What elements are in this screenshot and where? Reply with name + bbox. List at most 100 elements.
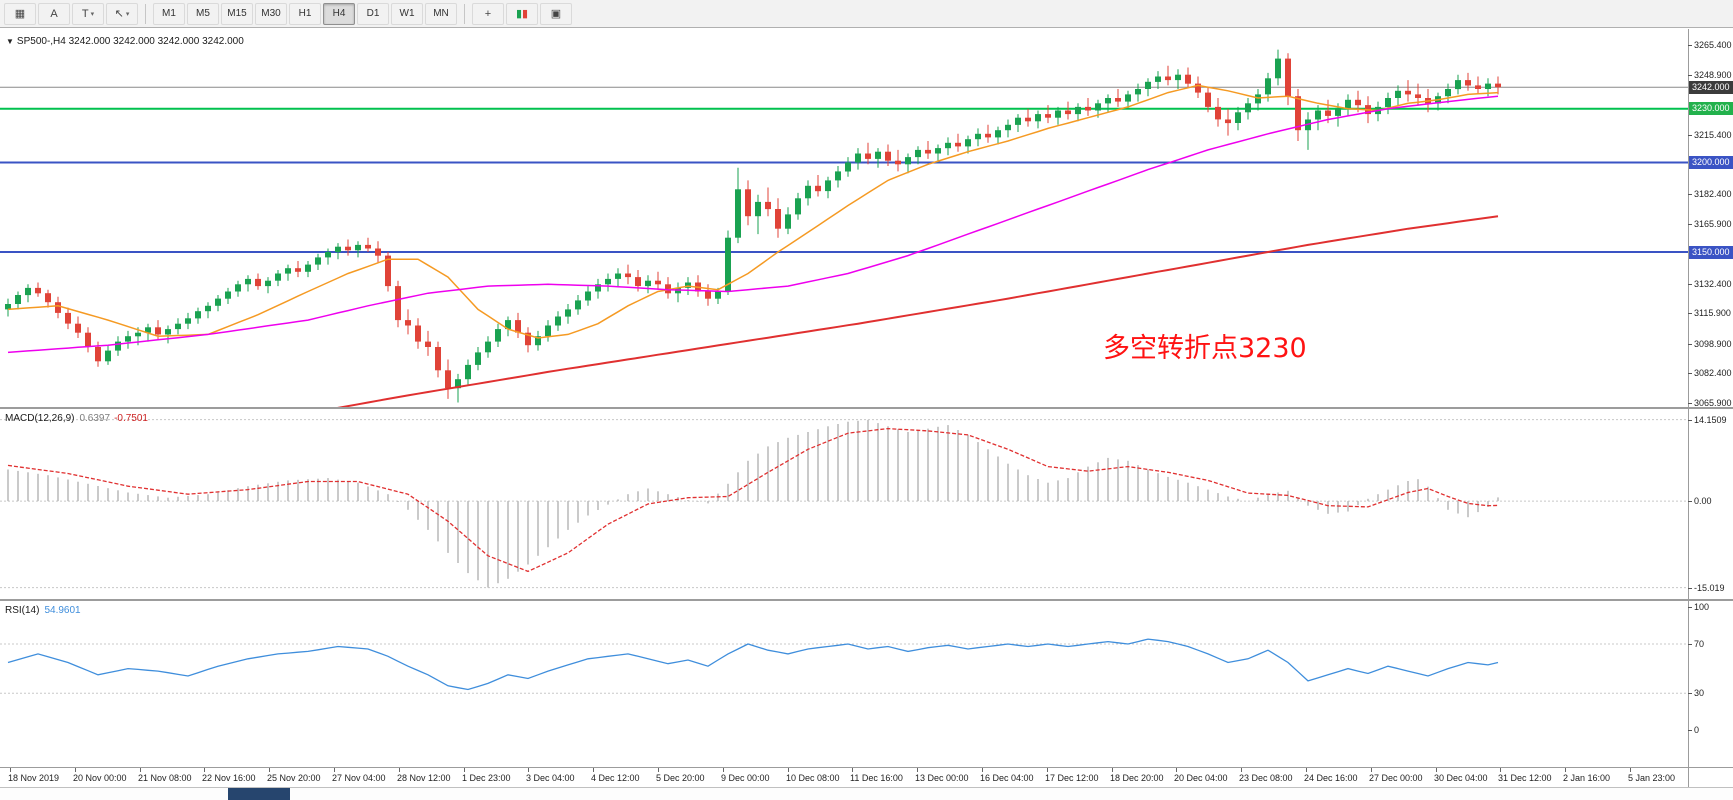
time-axis-label: 24 Dec 16:00 [1304,773,1358,783]
price-badge: 3200.000 [1689,156,1733,169]
time-axis-label: 9 Dec 00:00 [721,773,770,783]
price-badge: 3230.000 [1689,102,1733,115]
panel-splitter[interactable] [0,767,1733,768]
timeframe-m15-button[interactable]: M15 [221,2,253,25]
timeframe-h4-button[interactable]: H4 [323,2,355,25]
time-axis-label: 2 Jan 16:00 [1563,773,1611,783]
time-axis-label: 22 Nov 16:00 [202,773,256,783]
axis-label: 3248.900 [1694,70,1732,80]
time-axis-label: 18 Nov 2019 [8,773,60,783]
time-axis-tick [204,768,205,772]
chart-title: ▼ SP500-,H4 3242.000 3242.000 3242.000 32… [6,36,244,47]
rsi-indicator-panel: RSI(14) 54.9601 [0,601,1733,767]
time-axis-tick [269,768,270,772]
time-axis-tick [593,768,594,772]
time-axis-label: 25 Nov 20:00 [267,773,321,783]
time-axis-tick [1565,768,1566,772]
axis-tick [1688,45,1692,46]
time-axis-tick [334,768,335,772]
panel-splitter[interactable] [0,599,1733,601]
time-axis-tick [1306,768,1307,772]
time-axis-tick [788,768,789,772]
time-axis-tick [1176,768,1177,772]
time-axis-label: 27 Dec 00:00 [1369,773,1423,783]
annotation-text[interactable]: 多空转折点3230 [1103,333,1307,364]
axis-tick [1688,344,1692,345]
tick-candles-icon[interactable]: ▮ ▮ [506,2,538,25]
time-axis-tick [528,768,529,772]
macd-indicator-panel: MACD(12,26,9) 0.6397 -0.7501 [0,409,1733,599]
timeframe-h1-button[interactable]: H1 [289,2,321,25]
axis-label: 14.1509 [1694,415,1727,425]
rsi-name: RSI(14) [5,605,40,616]
axis-label: -15.019 [1694,583,1725,593]
time-axis-label: 3 Dec 04:00 [526,773,575,783]
axis-tick [1688,730,1692,731]
axis-label: 30 [1694,688,1705,698]
timeframe-m5-button[interactable]: M5 [187,2,219,25]
axis-tick [1688,607,1692,608]
time-axis-tick [464,768,465,772]
macd-label: MACD(12,26,9) 0.6397 -0.7501 [5,413,148,424]
time-axis-tick [10,768,11,772]
chart-window-icon[interactable]: ▣ [540,2,572,25]
axis-label: 3082.400 [1694,368,1732,378]
chart-symbol-period: SP500-,H4 [16,36,66,47]
timeframe-w1-button[interactable]: W1 [391,2,423,25]
time-axis-tick [75,768,76,772]
axis-label: 3132.400 [1694,279,1732,289]
axis-label: 3115.900 [1694,308,1731,318]
time-axis-label: 17 Dec 12:00 [1045,773,1099,783]
timeframe-d1-button[interactable]: D1 [357,2,389,25]
time-axis-tick [1112,768,1113,772]
time-axis-tick [1630,768,1631,772]
panel-splitter[interactable] [0,407,1733,409]
symbol-collapse-icon[interactable]: ▼ [6,37,14,46]
timeframe-mn-button[interactable]: MN [425,2,457,25]
toolbar-separator [145,3,146,24]
time-axis-label: 10 Dec 08:00 [786,773,840,783]
dropdown-caret-icon: ▾ [90,10,95,18]
timeframe-m1-button[interactable]: M1 [153,2,185,25]
macd-chart-canvas[interactable] [0,409,1688,599]
time-axis-label: 20 Nov 00:00 [73,773,127,783]
time-axis-tick [723,768,724,772]
axis-label: 0.00 [1694,496,1712,506]
axis-tick [1688,644,1692,645]
time-axis-label: 30 Dec 04:00 [1434,773,1488,783]
time-scale-axis[interactable]: 18 Nov 2019 20 Nov 00:00 21 Nov 08:00 22 No… [0,768,1733,788]
time-axis-tick [917,768,918,772]
axis-tick [1688,75,1692,76]
time-axis-tick [1371,768,1372,772]
time-axis-label: 11 Dec 16:00 [850,773,903,783]
zoom-in-icon[interactable]: + [472,2,504,25]
rsi-label: RSI(14) 54.9601 [5,605,81,616]
axis-label: 0 [1694,725,1700,735]
up-candle-glyph: ▮ [515,8,522,20]
time-axis-tick [1500,768,1501,772]
price-chart-canvas[interactable] [0,29,1688,407]
time-axis-label: 23 Dec 08:00 [1239,773,1293,783]
time-axis-label: 27 Nov 04:00 [332,773,386,783]
new-order-icon[interactable]: ▦ [4,2,36,25]
rsi-chart-canvas[interactable] [0,601,1688,767]
price-badge: 3150.000 [1689,246,1733,259]
axis-label: 3098.900 [1694,339,1732,349]
macd-main-value: 0.6397 [79,413,111,424]
axis-tick [1688,501,1692,502]
price-badge: 3242.000 [1689,81,1733,94]
axis-label: 3182.400 [1694,189,1732,199]
axis-label: 3265.400 [1694,40,1732,50]
text-tool-icon[interactable]: T ▾ [72,2,104,25]
taskbar-fragment [228,788,290,800]
cursor-annotate-icon[interactable]: A [38,2,70,25]
macd-name: MACD(12,26,9) [5,413,75,424]
axis-label: 3215.400 [1694,130,1732,140]
time-axis-tick [982,768,983,772]
axis-tick [1688,313,1692,314]
draw-arrow-icon[interactable]: ↖ ▾ [106,2,138,25]
time-axis-label: 4 Dec 12:00 [591,773,640,783]
axis-tick [1688,194,1692,195]
toolbar-separator [464,3,465,24]
timeframe-m30-button[interactable]: M30 [255,2,287,25]
